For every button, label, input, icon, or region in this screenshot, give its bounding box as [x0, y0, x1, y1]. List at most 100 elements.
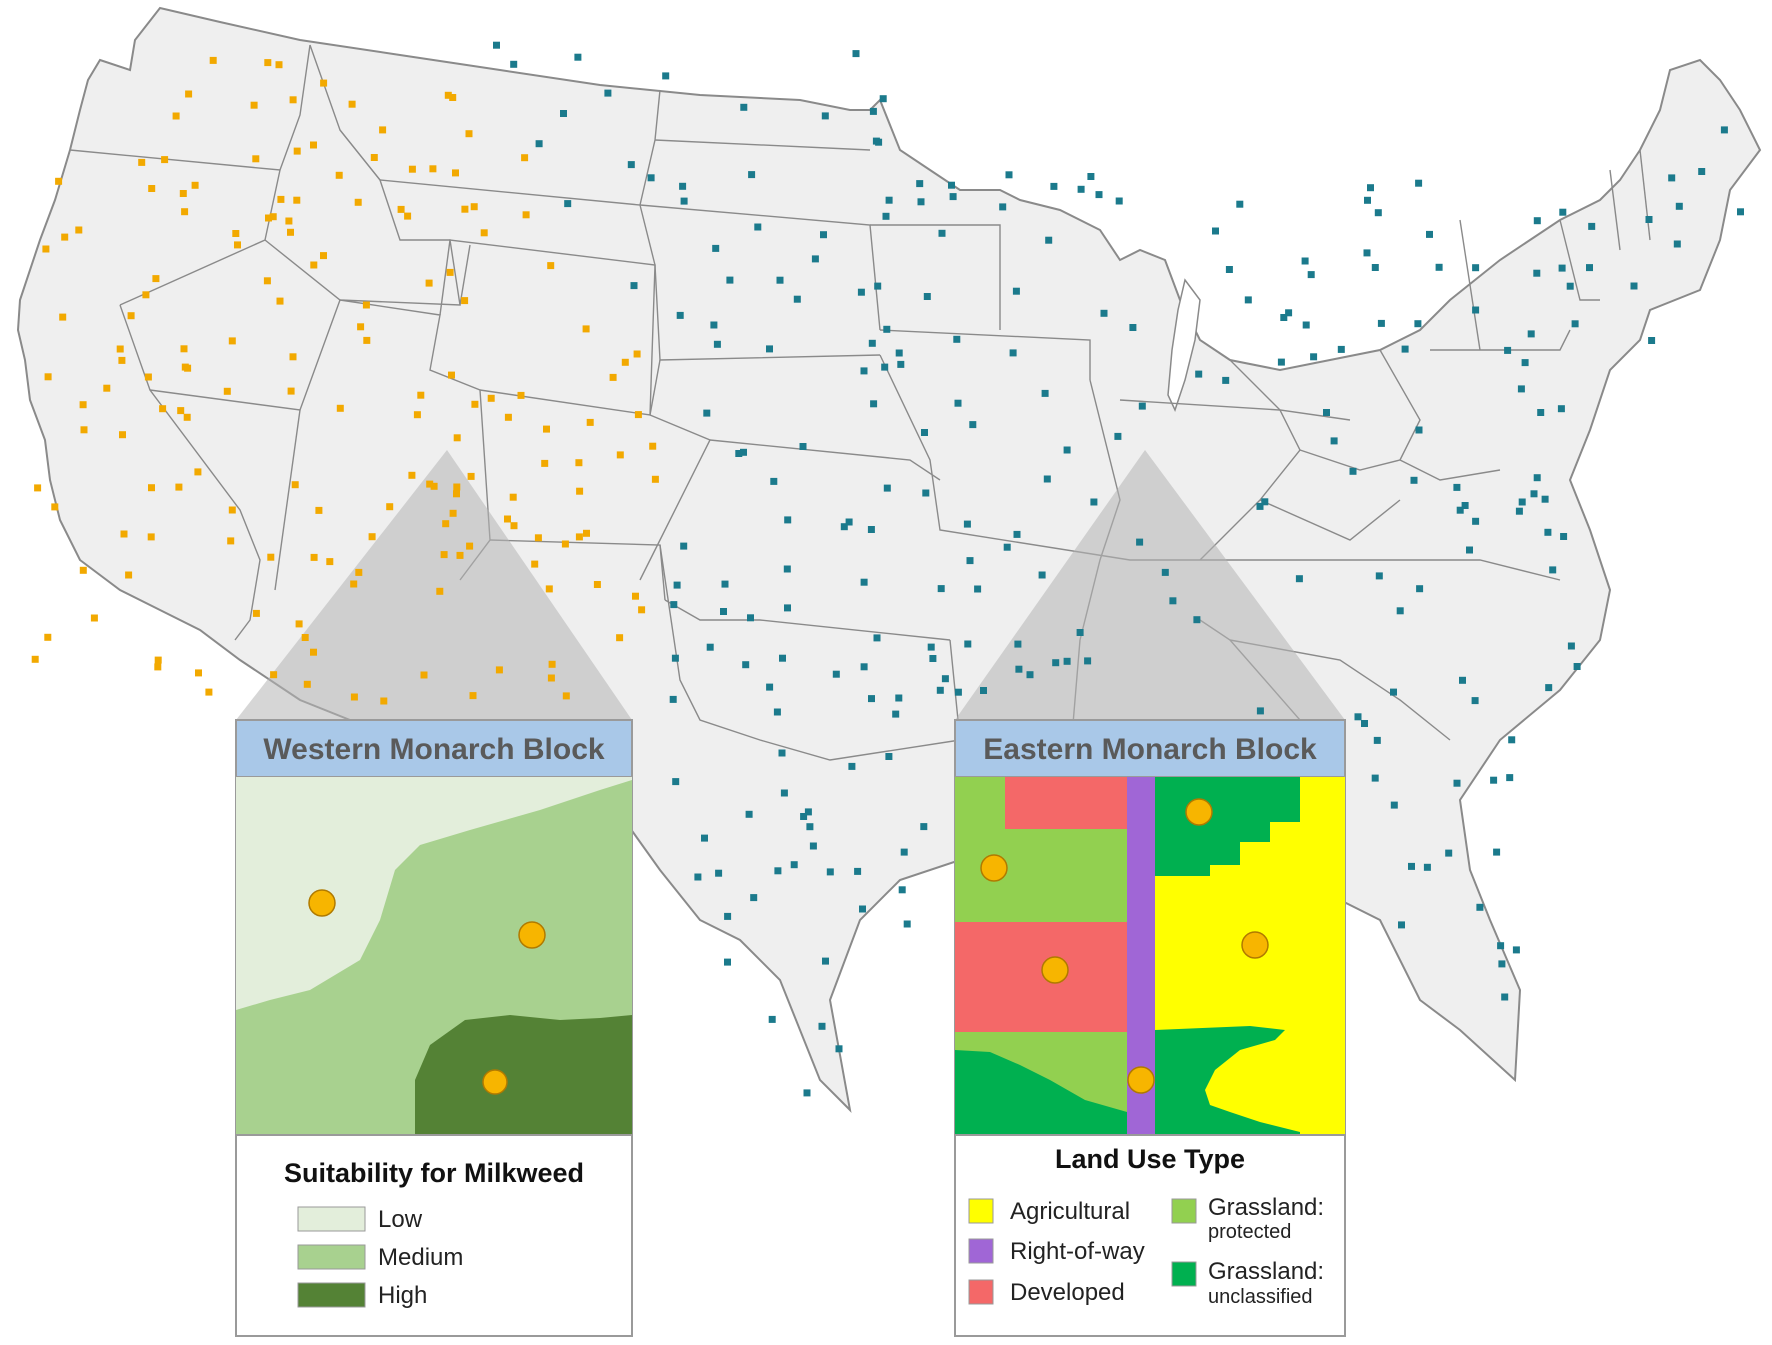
- eastern-site-marker: [1015, 665, 1023, 673]
- eastern-site-marker: [867, 526, 875, 533]
- eastern-site-marker: [1508, 736, 1516, 744]
- western-site-marker: [575, 459, 583, 467]
- western-site-marker: [442, 520, 450, 528]
- eastern-site-marker: [1698, 168, 1706, 175]
- eastern-site-marker: [1295, 575, 1303, 583]
- eastern-site-marker: [885, 753, 893, 760]
- eastern-site-marker: [948, 181, 955, 189]
- western-site-marker: [521, 154, 529, 162]
- western-site-marker: [159, 405, 167, 413]
- western-site-marker: [80, 426, 88, 434]
- western-site-marker: [634, 411, 642, 419]
- western-site-marker: [120, 530, 128, 538]
- western-site-marker: [429, 165, 437, 173]
- eastern-site-marker: [1472, 517, 1480, 525]
- western-site-marker: [466, 542, 474, 550]
- eastern-site-marker: [1476, 903, 1484, 911]
- eastern-site-marker: [892, 710, 900, 718]
- eastern-site-marker: [1012, 287, 1020, 295]
- western-site-marker: [621, 358, 629, 366]
- western-site-marker: [436, 587, 444, 595]
- western-site-marker: [404, 212, 412, 220]
- western-site-marker: [161, 156, 169, 164]
- eastern-site-marker: [1549, 566, 1557, 574]
- eastern-site-marker: [820, 231, 827, 239]
- western-site-marker: [593, 581, 601, 588]
- eastern-site-marker: [1195, 370, 1203, 378]
- western-site-marker: [547, 674, 555, 682]
- western-site-marker: [379, 126, 387, 134]
- western-site-marker: [541, 459, 549, 467]
- eastern-site-marker: [1100, 309, 1108, 317]
- western-site-marker: [582, 325, 590, 333]
- western-site-marker: [461, 297, 469, 305]
- eastern-site-marker: [1225, 266, 1233, 273]
- eastern-site-marker: [742, 661, 750, 669]
- eastern-site-marker: [750, 894, 758, 902]
- western-site-marker: [495, 666, 503, 674]
- eastern-site-marker: [647, 174, 655, 182]
- eastern-site-marker: [694, 873, 702, 881]
- legend-label-low: Low: [378, 1206, 423, 1233]
- eastern-site-marker: [706, 643, 714, 651]
- legend-label-right-of-way: Right-of-way: [1010, 1238, 1145, 1265]
- eastern-site-marker: [1084, 657, 1092, 665]
- western-monarch-panel: Western Monarch Block Suitability for Mi…: [235, 719, 633, 1337]
- eastern-site-marker: [703, 409, 711, 417]
- eastern-site-marker: [852, 50, 860, 58]
- field-site: [1241, 931, 1269, 959]
- eastern-site-marker: [954, 688, 962, 696]
- western-site-marker: [397, 205, 405, 213]
- western-site-marker: [638, 606, 646, 614]
- western-site-marker: [209, 56, 217, 64]
- eastern-site-marker: [1456, 506, 1464, 514]
- eastern-site-marker: [999, 203, 1007, 211]
- eastern-site-marker: [747, 614, 754, 622]
- eastern-site-marker: [1720, 126, 1728, 134]
- eastern-site-marker: [680, 197, 688, 205]
- state-borders: [69, 44, 1651, 851]
- western-site-marker: [408, 471, 416, 479]
- western-site-marker: [562, 692, 570, 700]
- eastern-site-marker: [929, 655, 937, 662]
- western-site-marker: [42, 245, 50, 253]
- western-site-marker: [355, 568, 363, 576]
- eastern-site-marker: [860, 578, 868, 586]
- western-site-marker: [79, 401, 87, 409]
- eastern-site-marker: [1517, 385, 1525, 393]
- western-site-marker: [380, 697, 388, 705]
- western-site-marker: [453, 490, 460, 498]
- eastern-site-marker: [1414, 320, 1422, 328]
- eastern-site-marker: [883, 484, 891, 492]
- western-site-marker: [301, 634, 309, 641]
- eastern-site-marker: [1493, 848, 1501, 856]
- western-site-marker: [289, 96, 297, 104]
- land-developed: [955, 922, 1127, 1032]
- eastern-site-marker: [963, 520, 971, 528]
- western-site-marker: [147, 533, 155, 541]
- western-site-marker: [335, 171, 343, 179]
- eastern-site-marker: [1472, 264, 1480, 272]
- western-site-marker: [154, 656, 162, 664]
- western-site-marker: [287, 387, 295, 395]
- western-site-marker: [31, 655, 39, 663]
- western-site-marker: [320, 79, 328, 87]
- eastern-site-marker: [1307, 271, 1315, 279]
- western-site-marker: [228, 337, 236, 345]
- western-site-marker: [269, 213, 277, 221]
- eastern-site-marker: [1377, 319, 1385, 327]
- eastern-site-marker: [768, 1015, 776, 1023]
- eastern-site-marker: [1415, 426, 1423, 434]
- eastern-site-marker: [818, 1022, 826, 1030]
- western-site-marker: [453, 483, 461, 491]
- eastern-site-marker: [917, 198, 925, 206]
- eastern-site-marker: [1512, 946, 1520, 954]
- legend-label-grassland-protected-line2: protected: [1208, 1221, 1291, 1243]
- eastern-site-marker: [701, 834, 708, 842]
- eastern-site-marker: [1302, 321, 1310, 329]
- eastern-site-marker: [1390, 801, 1398, 809]
- eastern-callout: [955, 450, 1345, 720]
- western-site-marker: [252, 155, 260, 163]
- eastern-site-marker: [885, 196, 893, 204]
- eastern-site-marker: [1416, 585, 1424, 593]
